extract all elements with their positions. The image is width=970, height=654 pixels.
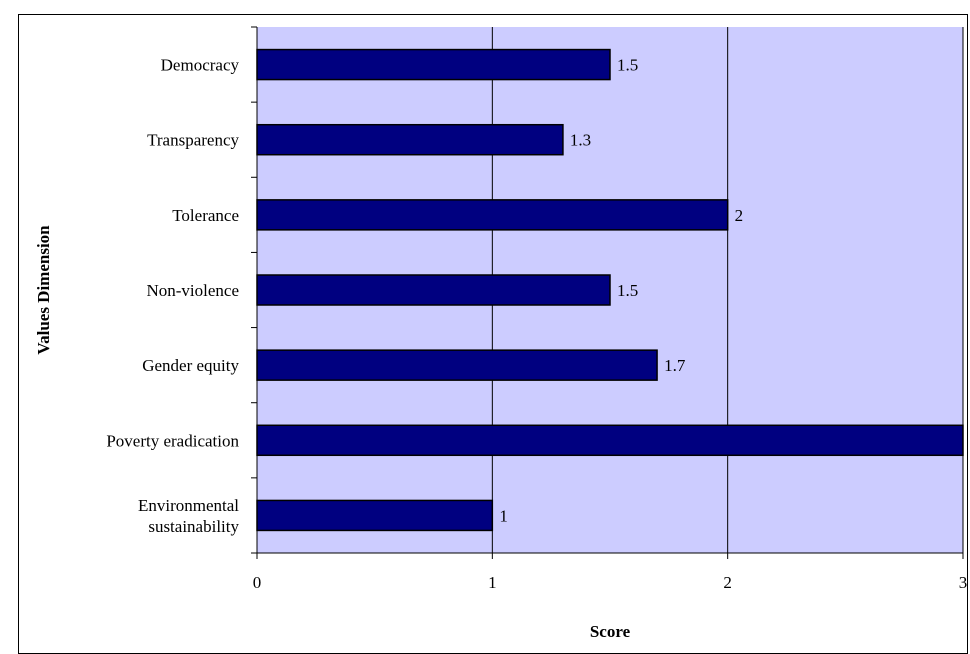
data-label: 1.7	[664, 356, 686, 375]
bar	[256, 274, 611, 306]
bars	[256, 48, 964, 532]
bar	[256, 499, 494, 532]
axes	[251, 26, 964, 559]
category-label: Poverty eradication	[106, 431, 239, 450]
x-axis-title: Score	[590, 622, 631, 641]
category-label: Tolerance	[172, 206, 239, 225]
x-tick-label: 1	[488, 573, 497, 592]
data-label: 1	[499, 506, 508, 525]
data-label: 2	[735, 206, 744, 225]
x-tick-label: 3	[959, 573, 968, 592]
category-label: Democracy	[161, 56, 240, 75]
x-tick-label: 2	[723, 573, 732, 592]
data-label: 1.5	[617, 56, 638, 75]
bar	[256, 48, 611, 81]
labels: 0 1 2 3 Democracy 1.5 Transparency 1.3 Tolerance…	[106, 56, 967, 592]
category-label: Environmental sustainability	[138, 496, 240, 536]
bar	[256, 349, 658, 381]
x-tick-label: 0	[253, 573, 262, 592]
category-label: Non-violence	[146, 281, 239, 300]
bar	[256, 199, 729, 231]
bar	[256, 123, 564, 156]
category-label: Gender equity	[142, 356, 239, 375]
category-label: Transparency	[147, 131, 239, 150]
data-label: 1.3	[570, 131, 591, 150]
data-label: 1.5	[617, 281, 638, 300]
y-axis-title: Values Dimension	[34, 225, 53, 355]
bar	[256, 424, 964, 457]
